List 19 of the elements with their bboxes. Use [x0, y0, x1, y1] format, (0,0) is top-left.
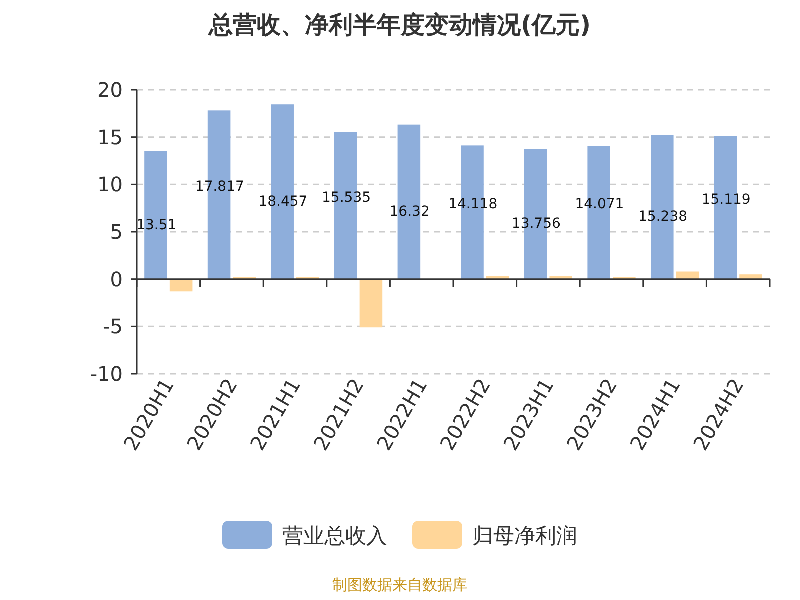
data-label: 14.118 [448, 196, 498, 213]
data-label: 15.535 [322, 190, 372, 206]
legend-label: 营业总收入 [282, 524, 388, 548]
y-tick-label: 5 [110, 220, 123, 244]
y-tick-label: 10 [98, 172, 123, 197]
data-label: 14.071 [575, 196, 624, 213]
y-tick-label: 15 [98, 125, 123, 150]
data-label: 17.817 [195, 179, 244, 195]
text: 制图数据来自数据库 [332, 576, 468, 594]
y-tick-label: 20 [98, 78, 123, 102]
data-label: 15.238 [638, 209, 688, 226]
data-label: 13.756 [512, 216, 561, 232]
y-tick-label: 0 [110, 267, 123, 292]
data-label: 18.457 [258, 194, 308, 210]
chart-title: 总营收、净利半年度变动情况(亿元) [208, 11, 591, 39]
data-label: 15.119 [702, 192, 751, 208]
y-tick-label: -10 [90, 362, 123, 386]
y-tick-label: -5 [103, 314, 123, 339]
legend-label: 归母净利润 [472, 524, 578, 548]
